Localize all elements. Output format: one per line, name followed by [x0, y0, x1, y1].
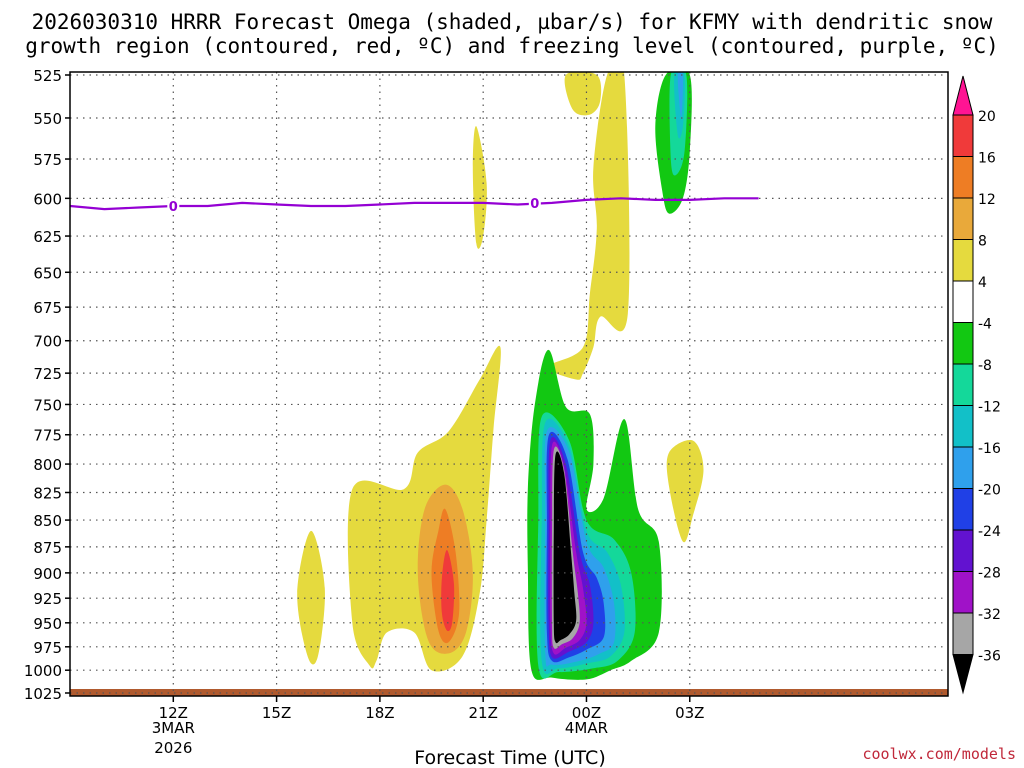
colorbar-label: -24	[978, 524, 1001, 540]
colorbar-box-5	[952, 280, 974, 323]
omega-region-5	[472, 126, 487, 249]
colorbar-box-7	[952, 363, 974, 406]
freezing-label-bg-1	[528, 194, 541, 210]
colorbar-box-10	[952, 488, 974, 531]
y-tick-label-975: 975	[33, 639, 62, 657]
y-tick-label-725: 725	[33, 365, 62, 383]
x-year-label: 2026	[154, 739, 192, 757]
omega-region-8	[666, 440, 704, 543]
x-axis-label: Forecast Time (UTC)	[414, 747, 605, 768]
y-tick-label-775: 775	[33, 427, 62, 445]
y-tick-label-675: 675	[33, 299, 62, 317]
y-tick-label-650: 650	[33, 264, 62, 282]
colorbar: 20 16 12 8 4 -4 -8 -12 -16 -20 -24 -28 -32 -36	[952, 75, 1001, 695]
omega-region-13	[677, 72, 684, 118]
chart-title-line2: growth region (contoured, red, ºC) and f…	[25, 34, 999, 58]
omega-region-6	[564, 72, 602, 116]
colorbar-label: -20	[978, 483, 1001, 499]
colorbar-label: -28	[978, 566, 1001, 582]
y-tick-label-600: 600	[33, 190, 62, 208]
colorbar-box-11	[952, 529, 974, 572]
x-tick-label-12Z: 12Z	[159, 704, 188, 722]
colorbar-label: -36	[978, 649, 1001, 665]
freezing-level-label-0: 0	[169, 200, 178, 215]
y-tick-label-1025: 1025	[24, 685, 62, 703]
colorbar-label: -8	[978, 358, 992, 374]
freezing-level-line	[70, 197, 759, 211]
colorbar-label: -4	[978, 317, 992, 333]
colorbar-label: 8	[978, 234, 987, 250]
x-tick-label-21Z: 21Z	[468, 704, 497, 722]
colorbar-label: 20	[978, 109, 996, 125]
omega-shading	[70, 72, 948, 696]
credit-text: coolwx.com/models	[862, 745, 1016, 763]
y-tick-label-875: 875	[33, 539, 62, 557]
ground-strip	[70, 689, 948, 696]
y-tick-label-900: 900	[33, 565, 62, 583]
colorbar-label: -12	[978, 400, 1001, 416]
colorbar-box-13	[952, 612, 974, 655]
freezing-label-bg-0	[167, 198, 180, 214]
omega-region-7	[548, 72, 630, 380]
y-tick-label-575: 575	[33, 151, 62, 169]
x-date-label: 4MAR	[565, 719, 608, 737]
x-date-label: 3MAR	[152, 719, 195, 737]
colorbar-box-2	[952, 156, 974, 199]
omega-region-4	[441, 549, 455, 632]
y-tick-label-525: 525	[33, 67, 62, 85]
plot-frame	[69, 71, 949, 697]
colorbar-top-arrow	[952, 75, 974, 116]
grid-lines	[70, 72, 948, 696]
y-tick-label-625: 625	[33, 228, 62, 246]
y-tick-label-925: 925	[33, 590, 62, 608]
colorbar-box-8	[952, 405, 974, 448]
y-tick-label-800: 800	[33, 456, 62, 474]
pressure-axis: 525 550 575 600 625 650 675 700 725 750 775 800 825 8…	[24, 67, 70, 703]
y-tick-label-750: 750	[33, 396, 62, 414]
colorbar-box-6	[952, 322, 974, 365]
freezing-level-label-1: 0	[530, 197, 539, 212]
y-tick-label-1000: 1000	[24, 662, 62, 680]
colorbar-box-4	[952, 239, 974, 282]
colorbar-box-9	[952, 446, 974, 489]
x-tick-label-00Z: 00Z	[572, 704, 601, 722]
colorbar-box-3	[952, 197, 974, 240]
colorbar-box-12	[952, 571, 974, 614]
y-tick-label-700: 700	[33, 333, 62, 351]
colorbar-bottom-arrow	[952, 654, 974, 695]
colorbar-label: 4	[978, 275, 987, 291]
colorbar-label: 12	[978, 192, 996, 208]
x-tick-label-03Z: 03Z	[675, 704, 704, 722]
x-tick-label-15Z: 15Z	[262, 704, 291, 722]
colorbar-label: 16	[978, 151, 996, 167]
y-tick-label-825: 825	[33, 484, 62, 502]
colorbar-box-1	[952, 114, 974, 157]
colorbar-label: -32	[978, 607, 1001, 623]
y-tick-label-950: 950	[33, 615, 62, 633]
colorbar-label: -16	[978, 441, 1001, 457]
x-tick-label-18Z: 18Z	[365, 704, 394, 722]
chart-title-line1: 2026030310 HRRR Forecast Omega (shaded, …	[32, 10, 993, 34]
y-tick-label-550: 550	[33, 110, 62, 128]
y-tick-label-850: 850	[33, 512, 62, 530]
